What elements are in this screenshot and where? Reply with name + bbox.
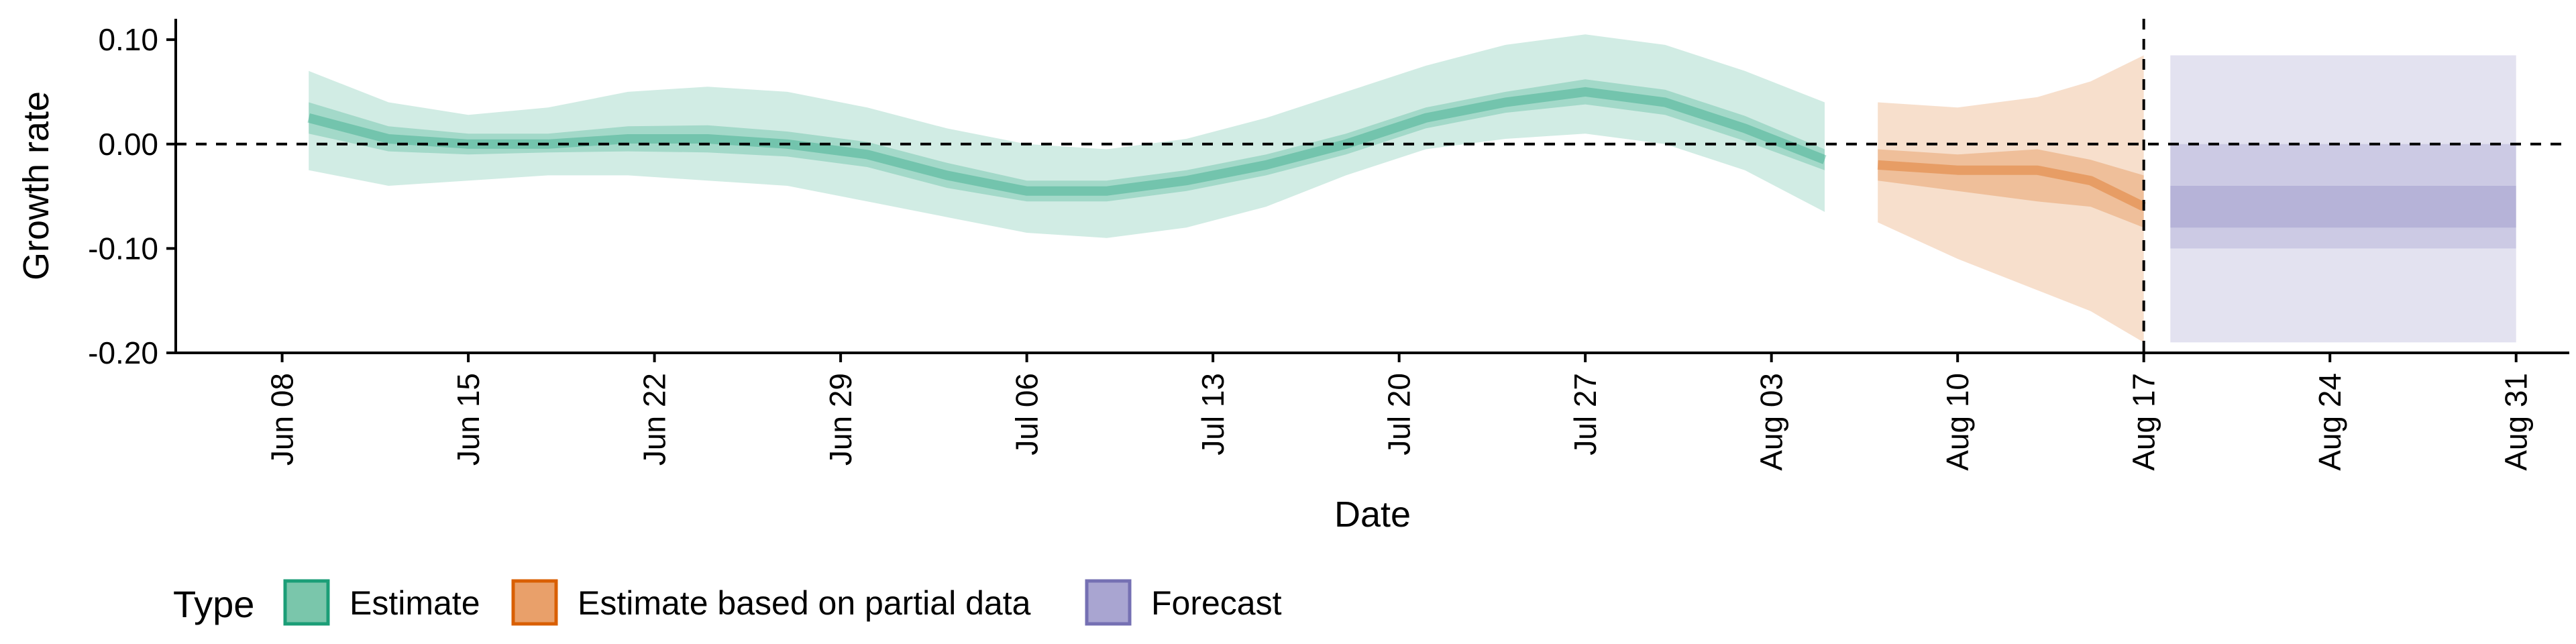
y-ticks: 0.10 0.00 -0.10 -0.20 <box>88 22 176 370</box>
x-tick-label: Jun 29 <box>823 373 858 466</box>
x-tick-label: Aug 17 <box>2127 373 2161 471</box>
x-tick-label: Jul 13 <box>1195 373 1230 455</box>
y-axis-title: Growth rate <box>16 91 56 280</box>
series-estimate <box>307 34 1827 238</box>
forecast-band-50 <box>2170 186 2516 228</box>
x-tick-label: Aug 24 <box>2312 373 2347 471</box>
y-tick-label: -0.20 <box>88 335 158 370</box>
x-tick-label: Jul 06 <box>1010 373 1044 455</box>
x-tick-label: Jul 27 <box>1568 373 1603 455</box>
estimate-based-on-partial-data-band-90 <box>1878 55 2144 343</box>
x-tick-label: Jun 15 <box>451 373 486 466</box>
estimate-band-90 <box>309 34 1825 238</box>
axes: 0.100.00-0.10-0.20 Jun 08 Jun 15 Jun 22 Jun… <box>16 19 2569 535</box>
series-forecast <box>2170 55 2516 343</box>
legend-label-estimate-based-on-partial-data: Estimate based on partial data <box>578 584 1031 622</box>
forecast-band-mid <box>2170 144 2516 249</box>
estimate-band-50 <box>309 79 1825 202</box>
forecast-band-90 <box>2170 55 2516 343</box>
y-tick-label: -0.10 <box>88 231 158 266</box>
x-tick-label: Jul 20 <box>1382 373 1417 455</box>
legend-title: Type <box>173 583 254 625</box>
series-estimate-based-on-partial-data <box>1877 55 2146 343</box>
estimate-based-on-partial-data-median-line <box>1877 160 2146 211</box>
x-tick-label: Jun 08 <box>265 373 300 466</box>
legend-key-forecast <box>1085 579 1132 626</box>
x-tick-label: Aug 03 <box>1754 373 1789 471</box>
legend: Type Estimate Estimate based on partial d… <box>173 579 1282 626</box>
y-tick-label: 0.10 <box>98 22 158 57</box>
x-ticks: Jun 08 Jun 15 Jun 22 Jun 29 Jul 06 Jul 13 Jul … <box>265 353 2534 471</box>
legend-key-estimate <box>283 579 330 626</box>
x-tick-label: Jun 22 <box>637 373 672 466</box>
y-tick-label: 0.00 <box>98 127 158 162</box>
x-axis-title: Date <box>1334 494 1411 535</box>
plot-area <box>176 19 2569 353</box>
x-tick-label: Aug 31 <box>2499 373 2534 471</box>
x-tick-label: Aug 10 <box>1940 373 1975 471</box>
legend-label-estimate: Estimate <box>350 584 480 622</box>
estimate-based-on-partial-data-band-50 <box>1878 149 2144 228</box>
legend-key-estimate-based-on-partial-data <box>511 579 558 626</box>
legend-label-forecast: Forecast <box>1151 584 1282 622</box>
